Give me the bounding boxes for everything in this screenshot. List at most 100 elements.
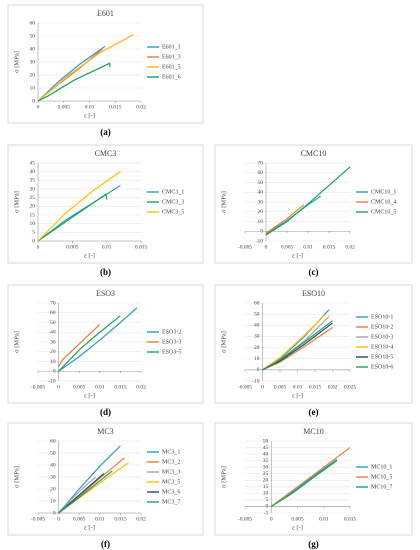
y-tick-label: 70 <box>258 160 264 166</box>
chart-title: ESO3 <box>96 289 115 298</box>
series-line <box>270 460 338 507</box>
y-tick-label: -10 <box>48 378 56 384</box>
panel-label: (a) <box>100 127 111 137</box>
x-tick-label: 0.015 <box>344 516 357 522</box>
y-tick-label: 40 <box>30 46 36 52</box>
x-tick-label: 0 <box>57 516 60 522</box>
y-tick-label: 10 <box>263 491 269 497</box>
series-line <box>265 166 351 236</box>
y-tick-label: 50 <box>263 438 269 444</box>
legend-label: CMC3_3 <box>162 199 184 205</box>
x-axis-label: ε [-] <box>84 112 95 119</box>
x-tick-label: 0 <box>37 244 40 250</box>
y-tick-label: 40 <box>258 190 264 196</box>
y-tick-label: 60 <box>50 438 56 444</box>
x-axis-label: ε [-] <box>292 524 303 531</box>
x-tick-label: 0.005 <box>281 244 294 250</box>
y-axis-label: σ [MPa] <box>220 466 227 488</box>
y-tick-label: 0 <box>32 98 35 104</box>
legend-label: MC10_7 <box>371 484 392 490</box>
legend-label: ESO10-3 <box>371 334 393 340</box>
legend-label: ESO10-6 <box>371 364 393 370</box>
y-tick-label: -10 <box>256 238 264 244</box>
y-tick-label: 10 <box>254 356 260 362</box>
series-line <box>37 185 121 242</box>
legend-label: ESO10-1 <box>371 314 393 320</box>
y-tick-label: 35 <box>263 458 269 464</box>
legend-label: E601_6 <box>162 74 181 80</box>
x-tick-label: 0.01 <box>319 516 329 522</box>
x-tick-label: 0.02 <box>136 516 146 522</box>
legend-label: ESO10-2 <box>371 324 393 330</box>
series-line <box>58 445 121 514</box>
y-tick-label: 60 <box>258 170 264 176</box>
legend-label: E601_1 <box>162 44 181 50</box>
panel-label: (b) <box>100 267 111 277</box>
x-tick-label: 0.025 <box>344 384 357 390</box>
y-tick-label: 25 <box>263 471 269 477</box>
legend-label: E601_3 <box>162 54 181 60</box>
panel-label: (c) <box>309 267 319 277</box>
chart-frame <box>7 144 204 264</box>
chart-frame <box>214 284 413 404</box>
panel-label: (g) <box>308 539 319 549</box>
chart-title: CMC10 <box>301 149 327 158</box>
y-tick-label: 40 <box>254 323 260 329</box>
series-line <box>37 171 121 242</box>
x-axis-label: ε [-] <box>292 392 303 399</box>
y-tick-label: 50 <box>258 180 264 186</box>
legend-label: ESO3-5 <box>162 349 181 355</box>
series-line <box>58 476 97 514</box>
legend-label: MC3_7 <box>162 499 180 505</box>
y-tick-label: 30 <box>50 474 56 480</box>
x-tick-label: 0.015 <box>323 244 336 250</box>
y-tick-label: 30 <box>263 464 269 470</box>
y-tick-label: 10 <box>30 85 36 91</box>
x-axis-label: ε [-] <box>84 524 95 531</box>
y-tick-label: 40 <box>50 330 56 336</box>
chart-title: CMC3 <box>95 149 117 158</box>
y-axis-label: σ [MPa] <box>220 331 227 353</box>
y-tick-label: 60 <box>254 300 260 306</box>
x-tick-label: 0.01 <box>293 384 303 390</box>
x-tick-label: 0 <box>37 104 40 110</box>
x-tick-label: 0.005 <box>66 244 79 250</box>
y-tick-label: 10 <box>50 498 56 504</box>
x-tick-label: 0.005 <box>73 516 86 522</box>
legend-label: CMC10_4 <box>371 199 396 205</box>
y-tick-label: 40 <box>263 451 269 457</box>
x-tick-label: -0.005 <box>31 384 45 390</box>
chart-frame <box>7 284 204 404</box>
x-tick-label: 0.005 <box>291 516 304 522</box>
y-tick-label: 40 <box>30 169 36 175</box>
y-tick-label: 30 <box>50 339 56 345</box>
y-tick-label: 70 <box>50 300 56 306</box>
x-tick-label: 0.01 <box>85 104 95 110</box>
y-tick-label: 15 <box>263 484 269 490</box>
y-tick-label: 5 <box>32 230 35 236</box>
panel-label: (d) <box>100 407 111 417</box>
chart-frame <box>214 144 413 264</box>
x-tick-label: -0.005 <box>238 384 252 390</box>
y-tick-label: 30 <box>254 334 260 340</box>
y-tick-label: 20 <box>254 345 260 351</box>
y-tick-label: 30 <box>30 59 36 65</box>
y-tick-label: 20 <box>50 486 56 492</box>
legend-label: CMC3_5 <box>162 209 184 215</box>
y-tick-label: 25 <box>30 195 36 201</box>
y-tick-label: 30 <box>258 199 264 205</box>
x-tick-label: 0.01 <box>102 244 112 250</box>
x-tick-label: -0.005 <box>238 516 252 522</box>
y-tick-label: 40 <box>50 462 56 468</box>
y-tick-label: 45 <box>30 160 36 166</box>
y-tick-label: 50 <box>50 450 56 456</box>
x-tick-label: 0.015 <box>114 384 127 390</box>
y-tick-label: 20 <box>263 478 269 484</box>
series-line <box>58 307 138 372</box>
legend-label: MC3_2 <box>162 459 180 465</box>
y-tick-label: 60 <box>30 20 36 26</box>
legend-label: ESO10-4 <box>371 344 393 350</box>
series-line <box>58 324 101 367</box>
x-tick-label: 0.005 <box>73 384 86 390</box>
y-tick-label: 20 <box>258 209 264 215</box>
